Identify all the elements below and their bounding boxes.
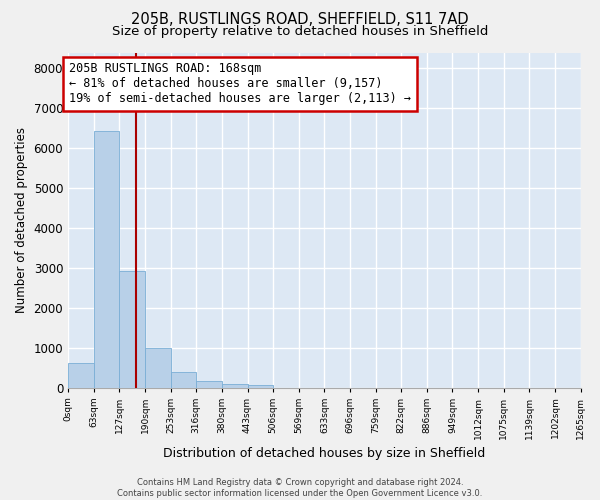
Bar [68, 363, 94, 388]
X-axis label: Distribution of detached houses by size in Sheffield: Distribution of detached houses by size … [163, 447, 485, 460]
Y-axis label: Number of detached properties: Number of detached properties [15, 127, 28, 313]
Text: Contains HM Land Registry data © Crown copyright and database right 2024.
Contai: Contains HM Land Registry data © Crown c… [118, 478, 482, 498]
Bar [119, 271, 145, 388]
Bar [94, 131, 119, 388]
Text: 205B, RUSTLINGS ROAD, SHEFFIELD, S11 7AD: 205B, RUSTLINGS ROAD, SHEFFIELD, S11 7AD [131, 12, 469, 28]
Bar [222, 384, 248, 388]
Bar [145, 348, 170, 388]
Text: 205B RUSTLINGS ROAD: 168sqm
← 81% of detached houses are smaller (9,157)
19% of : 205B RUSTLINGS ROAD: 168sqm ← 81% of det… [69, 62, 411, 106]
Bar [170, 372, 196, 388]
Bar [196, 381, 222, 388]
Bar [248, 384, 273, 388]
Text: Size of property relative to detached houses in Sheffield: Size of property relative to detached ho… [112, 25, 488, 38]
